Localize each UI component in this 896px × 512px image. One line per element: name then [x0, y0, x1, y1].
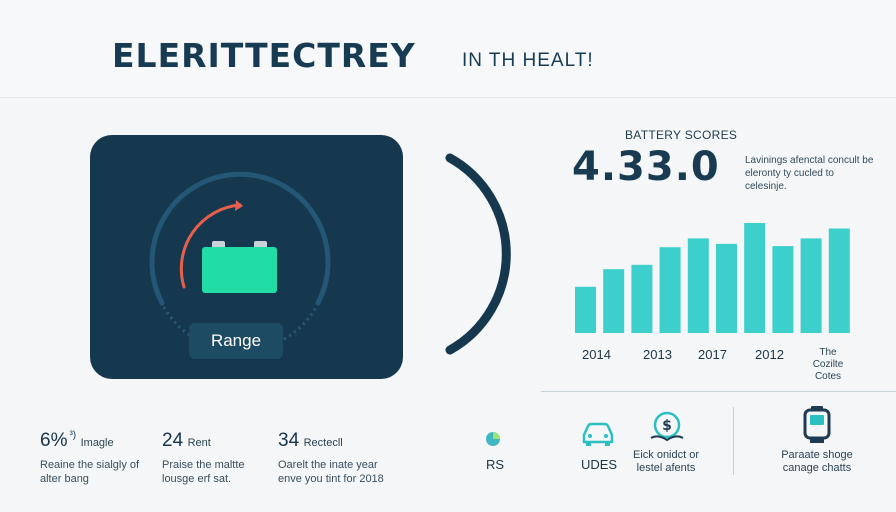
chart-bar — [603, 269, 625, 333]
stat-superscript: ³) — [69, 430, 77, 441]
stat-number: 24 — [162, 430, 184, 451]
charging-station-icon[interactable] — [801, 406, 833, 444]
page-header: ELERITTECTREY IN TH HEALT! — [0, 0, 896, 98]
page-title: ELERITTECTREY — [112, 36, 416, 75]
scores-value: 4.33.0 — [572, 144, 720, 190]
chart-bar — [575, 286, 596, 333]
page-subtitle: IN TH HEALT! — [462, 50, 594, 71]
x-tick-label: The Cozilte Cotes — [812, 347, 844, 382]
x-tick-label: 2017 — [698, 347, 727, 362]
decorative-arc — [445, 153, 511, 355]
x-tick-label: 2012 — [755, 347, 784, 362]
gauge-outer-arc — [149, 171, 331, 306]
stat-rent: 24 Rent Praise the maltte lousge erf sat… — [162, 430, 272, 486]
chart-bar — [631, 264, 653, 333]
stat-rectecll: 34 Rectecll Oarelt the inate year enve y… — [278, 430, 398, 486]
stat-number: 34 — [278, 430, 300, 451]
gauge-progress-arc — [179, 203, 242, 289]
scores-description: Lavinings afenctal concult be eleronty t… — [745, 155, 874, 192]
stat-label: Rectecll — [303, 437, 343, 449]
status-dot-icon — [486, 432, 500, 446]
x-tick-label: 2013 — [643, 347, 672, 362]
range-button[interactable]: Range — [189, 323, 283, 359]
chart-bar — [800, 238, 822, 333]
car-icon[interactable] — [580, 421, 616, 447]
stat-label: Imagle — [80, 437, 114, 449]
cost-label: Eick onidct or lestel afents — [632, 449, 700, 474]
battery-icon — [202, 241, 277, 293]
stat-description: Praise the maltte lousge erf sat. — [162, 459, 245, 485]
chart-bar — [687, 238, 709, 333]
svg-text:$: $ — [662, 418, 672, 434]
rs-label: RS — [485, 457, 505, 472]
section-divider — [541, 391, 896, 392]
stat-description: Oarelt the inate year enve you tint for … — [278, 459, 384, 485]
chart-bar — [716, 243, 737, 333]
chart-bar — [659, 247, 681, 333]
stat-label: Rent — [187, 437, 211, 449]
chart-bar — [744, 223, 766, 333]
dollar-coin-icon[interactable]: $ — [648, 410, 686, 446]
chart-bar — [828, 228, 850, 333]
stat-description: Reaine the sialgly of alter bang — [40, 459, 140, 485]
udes-label: UDES — [580, 457, 618, 472]
vertical-divider — [733, 407, 734, 475]
chart-bar — [772, 246, 794, 333]
scores-label: BATTERY SCORES — [625, 128, 738, 142]
charge-label: Paraate shoge canage chatts — [781, 449, 853, 474]
stat-imagle: 6% ³) Imagle Reaine the sialgly of alter … — [40, 430, 150, 486]
arrow-head-icon — [235, 200, 243, 211]
x-tick-label: 2014 — [582, 347, 611, 362]
stat-number: 6% — [40, 430, 68, 451]
battery-range-card: Range — [90, 135, 403, 379]
battery-scores-chart — [575, 223, 850, 333]
